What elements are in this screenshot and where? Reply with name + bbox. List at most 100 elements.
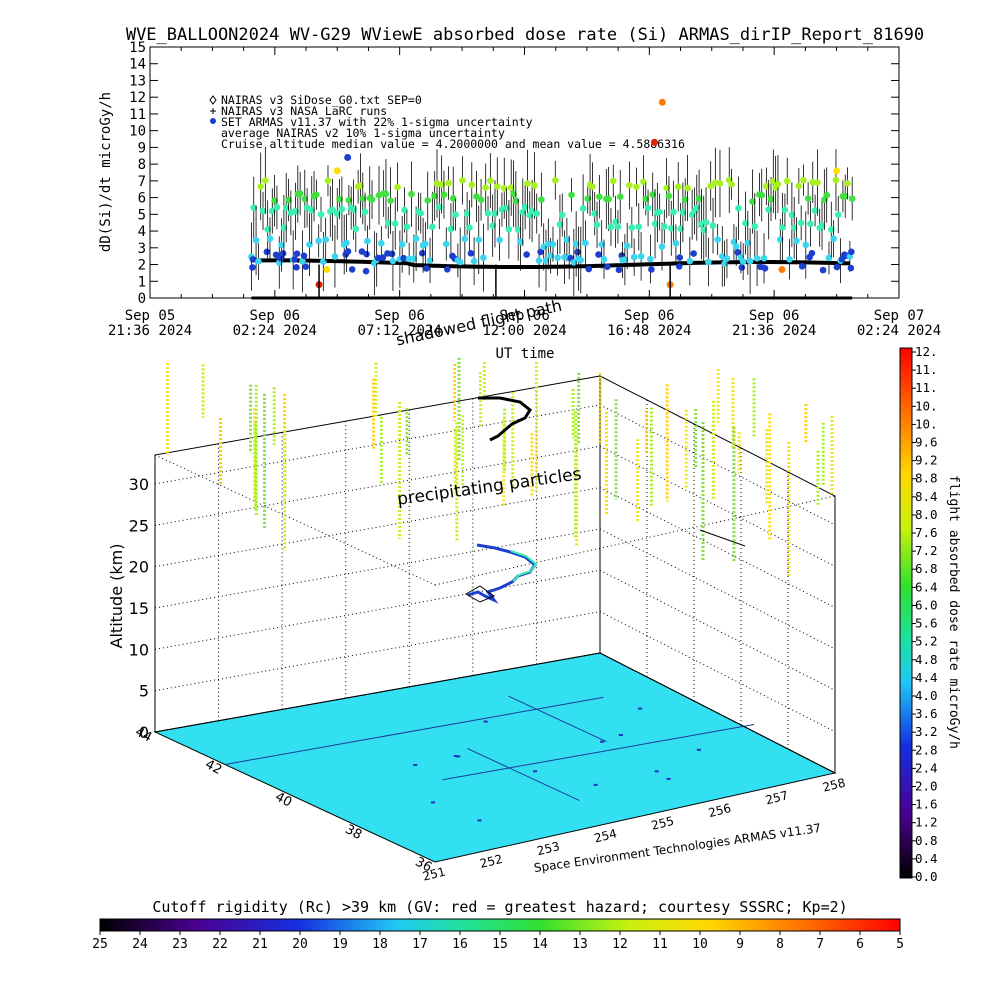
armas-point [612, 218, 619, 226]
armas-point [378, 240, 385, 247]
longitude-tick-label: 257 [764, 788, 790, 807]
armas-point [823, 191, 830, 199]
x-tick-day: Sep 06 [374, 308, 425, 324]
armas-point [250, 204, 258, 211]
armas-point [461, 235, 469, 243]
dose-colorbar-tick-label: 9.6 [915, 435, 938, 450]
y-tick-label: 3 [138, 241, 146, 257]
armas-point [598, 241, 605, 248]
armas-point [556, 221, 564, 228]
armas-point [348, 266, 356, 273]
x-tick-time: 07:12 2024 [358, 323, 442, 339]
armas-point [751, 222, 759, 230]
wall-gridline [599, 445, 836, 567]
dose-colorbar-tick-label: 2.4 [915, 760, 938, 775]
latitude-tick-label: 42 [203, 757, 225, 778]
armas-point [621, 256, 629, 264]
armas-point [568, 191, 575, 199]
rigidity-colorbar-tick-label: 22 [212, 937, 228, 952]
armas-point [844, 180, 851, 187]
armas-point [422, 240, 429, 248]
wall-gridline [599, 487, 836, 609]
x-tick-day: Sep 06 [624, 308, 675, 324]
rigidity-colorbar-tick-label: 5 [896, 937, 904, 952]
armas-point [800, 176, 807, 184]
armas-point [537, 248, 544, 256]
floor-dose-marker [638, 707, 643, 710]
armas-point [436, 203, 443, 211]
armas-point [401, 206, 408, 214]
rigidity-colorbar-tick-label: 23 [172, 937, 188, 952]
wall-gridline [154, 569, 601, 650]
armas-point [359, 195, 367, 202]
armas-point [429, 223, 436, 231]
armas-point [714, 236, 721, 243]
armas-point [690, 250, 697, 257]
rigidity-colorbar-tick-label: 15 [492, 937, 508, 952]
x-tick-time: 21:36 2024 [108, 323, 192, 339]
armas-point [607, 223, 615, 231]
floor-contour-line [224, 696, 604, 765]
armas-point [252, 237, 260, 244]
x-tick-day: Sep 06 [499, 308, 550, 324]
armas-point [264, 226, 271, 233]
armas-point [296, 190, 304, 197]
armas-point [505, 226, 513, 233]
y-tick-label: 4 [138, 224, 146, 240]
armas-point [695, 195, 703, 202]
armas-point [674, 183, 682, 191]
armas-point [834, 211, 842, 218]
armas-point [732, 243, 740, 250]
armas-point [758, 191, 766, 199]
armas-point [761, 265, 769, 272]
rigidity-colorbar-tick-label: 11 [652, 937, 668, 952]
armas-point [542, 257, 550, 264]
flight-path [464, 396, 746, 604]
y-tick-label: 10 [129, 124, 146, 140]
y-tick-label: 9 [138, 140, 146, 156]
armas-point [579, 205, 587, 212]
armas-point [797, 219, 805, 227]
armas-point [493, 183, 501, 190]
armas-point [510, 190, 517, 198]
armas-point [595, 251, 602, 258]
altitude-tick-label: 20 [129, 558, 149, 577]
armas-point [572, 240, 580, 248]
armas-point [336, 195, 343, 203]
dose-colorbar-tick-label: 12. [915, 344, 938, 359]
armas-point [626, 182, 633, 189]
armas-point [558, 211, 566, 219]
armas-point [642, 195, 650, 203]
floor-dose-marker [600, 740, 605, 743]
armas-point [357, 182, 364, 189]
armas-point [648, 266, 655, 273]
armas-point [440, 191, 448, 198]
floor-dose-marker [456, 755, 461, 758]
armas-point [677, 225, 684, 232]
armas-point [329, 206, 336, 214]
armas-point [538, 196, 545, 203]
rigidity-colorbar-label: Cutoff rigidity (Rc) >39 km (GV: red = g… [152, 898, 847, 916]
armas-point [424, 197, 432, 204]
armas-point [512, 197, 520, 205]
flight-path-marker [464, 585, 496, 603]
top-edge [154, 454, 436, 586]
armas-point [709, 222, 717, 229]
chart-title: WVE_BALLOON2024 WV-G29 WViewE absorbed d… [126, 25, 924, 45]
armas-point [480, 254, 487, 261]
flight-path-upper [478, 396, 532, 442]
dose-colorbar-tick-label: 0.4 [915, 851, 938, 866]
floor-dose-marker [477, 819, 482, 822]
dose-colorbar-tick-label: 6.8 [915, 561, 938, 576]
wall-gridline [599, 528, 836, 650]
armas-point [302, 263, 310, 271]
armas-point [452, 211, 459, 218]
armas-point [301, 195, 309, 203]
rigidity-colorbar-tick-label: 9 [736, 937, 744, 952]
floor-dose-marker [618, 734, 623, 737]
armas-point [489, 222, 496, 229]
3d-plot: 0 5 10 15 20 25 30 Altitude (km) 44 42 40 38 36 25… [107, 357, 847, 884]
armas-point [686, 257, 694, 265]
armas-point [600, 255, 608, 263]
